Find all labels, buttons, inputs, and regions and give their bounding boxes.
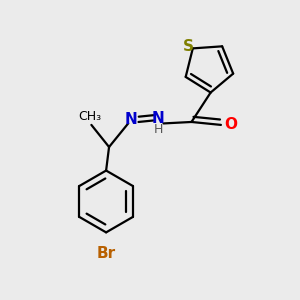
Text: N: N <box>152 111 165 126</box>
Text: O: O <box>225 117 238 132</box>
Text: S: S <box>183 39 194 54</box>
Text: H: H <box>154 123 163 136</box>
Text: Br: Br <box>97 246 116 261</box>
Text: CH₃: CH₃ <box>78 110 101 123</box>
Text: N: N <box>125 112 137 127</box>
